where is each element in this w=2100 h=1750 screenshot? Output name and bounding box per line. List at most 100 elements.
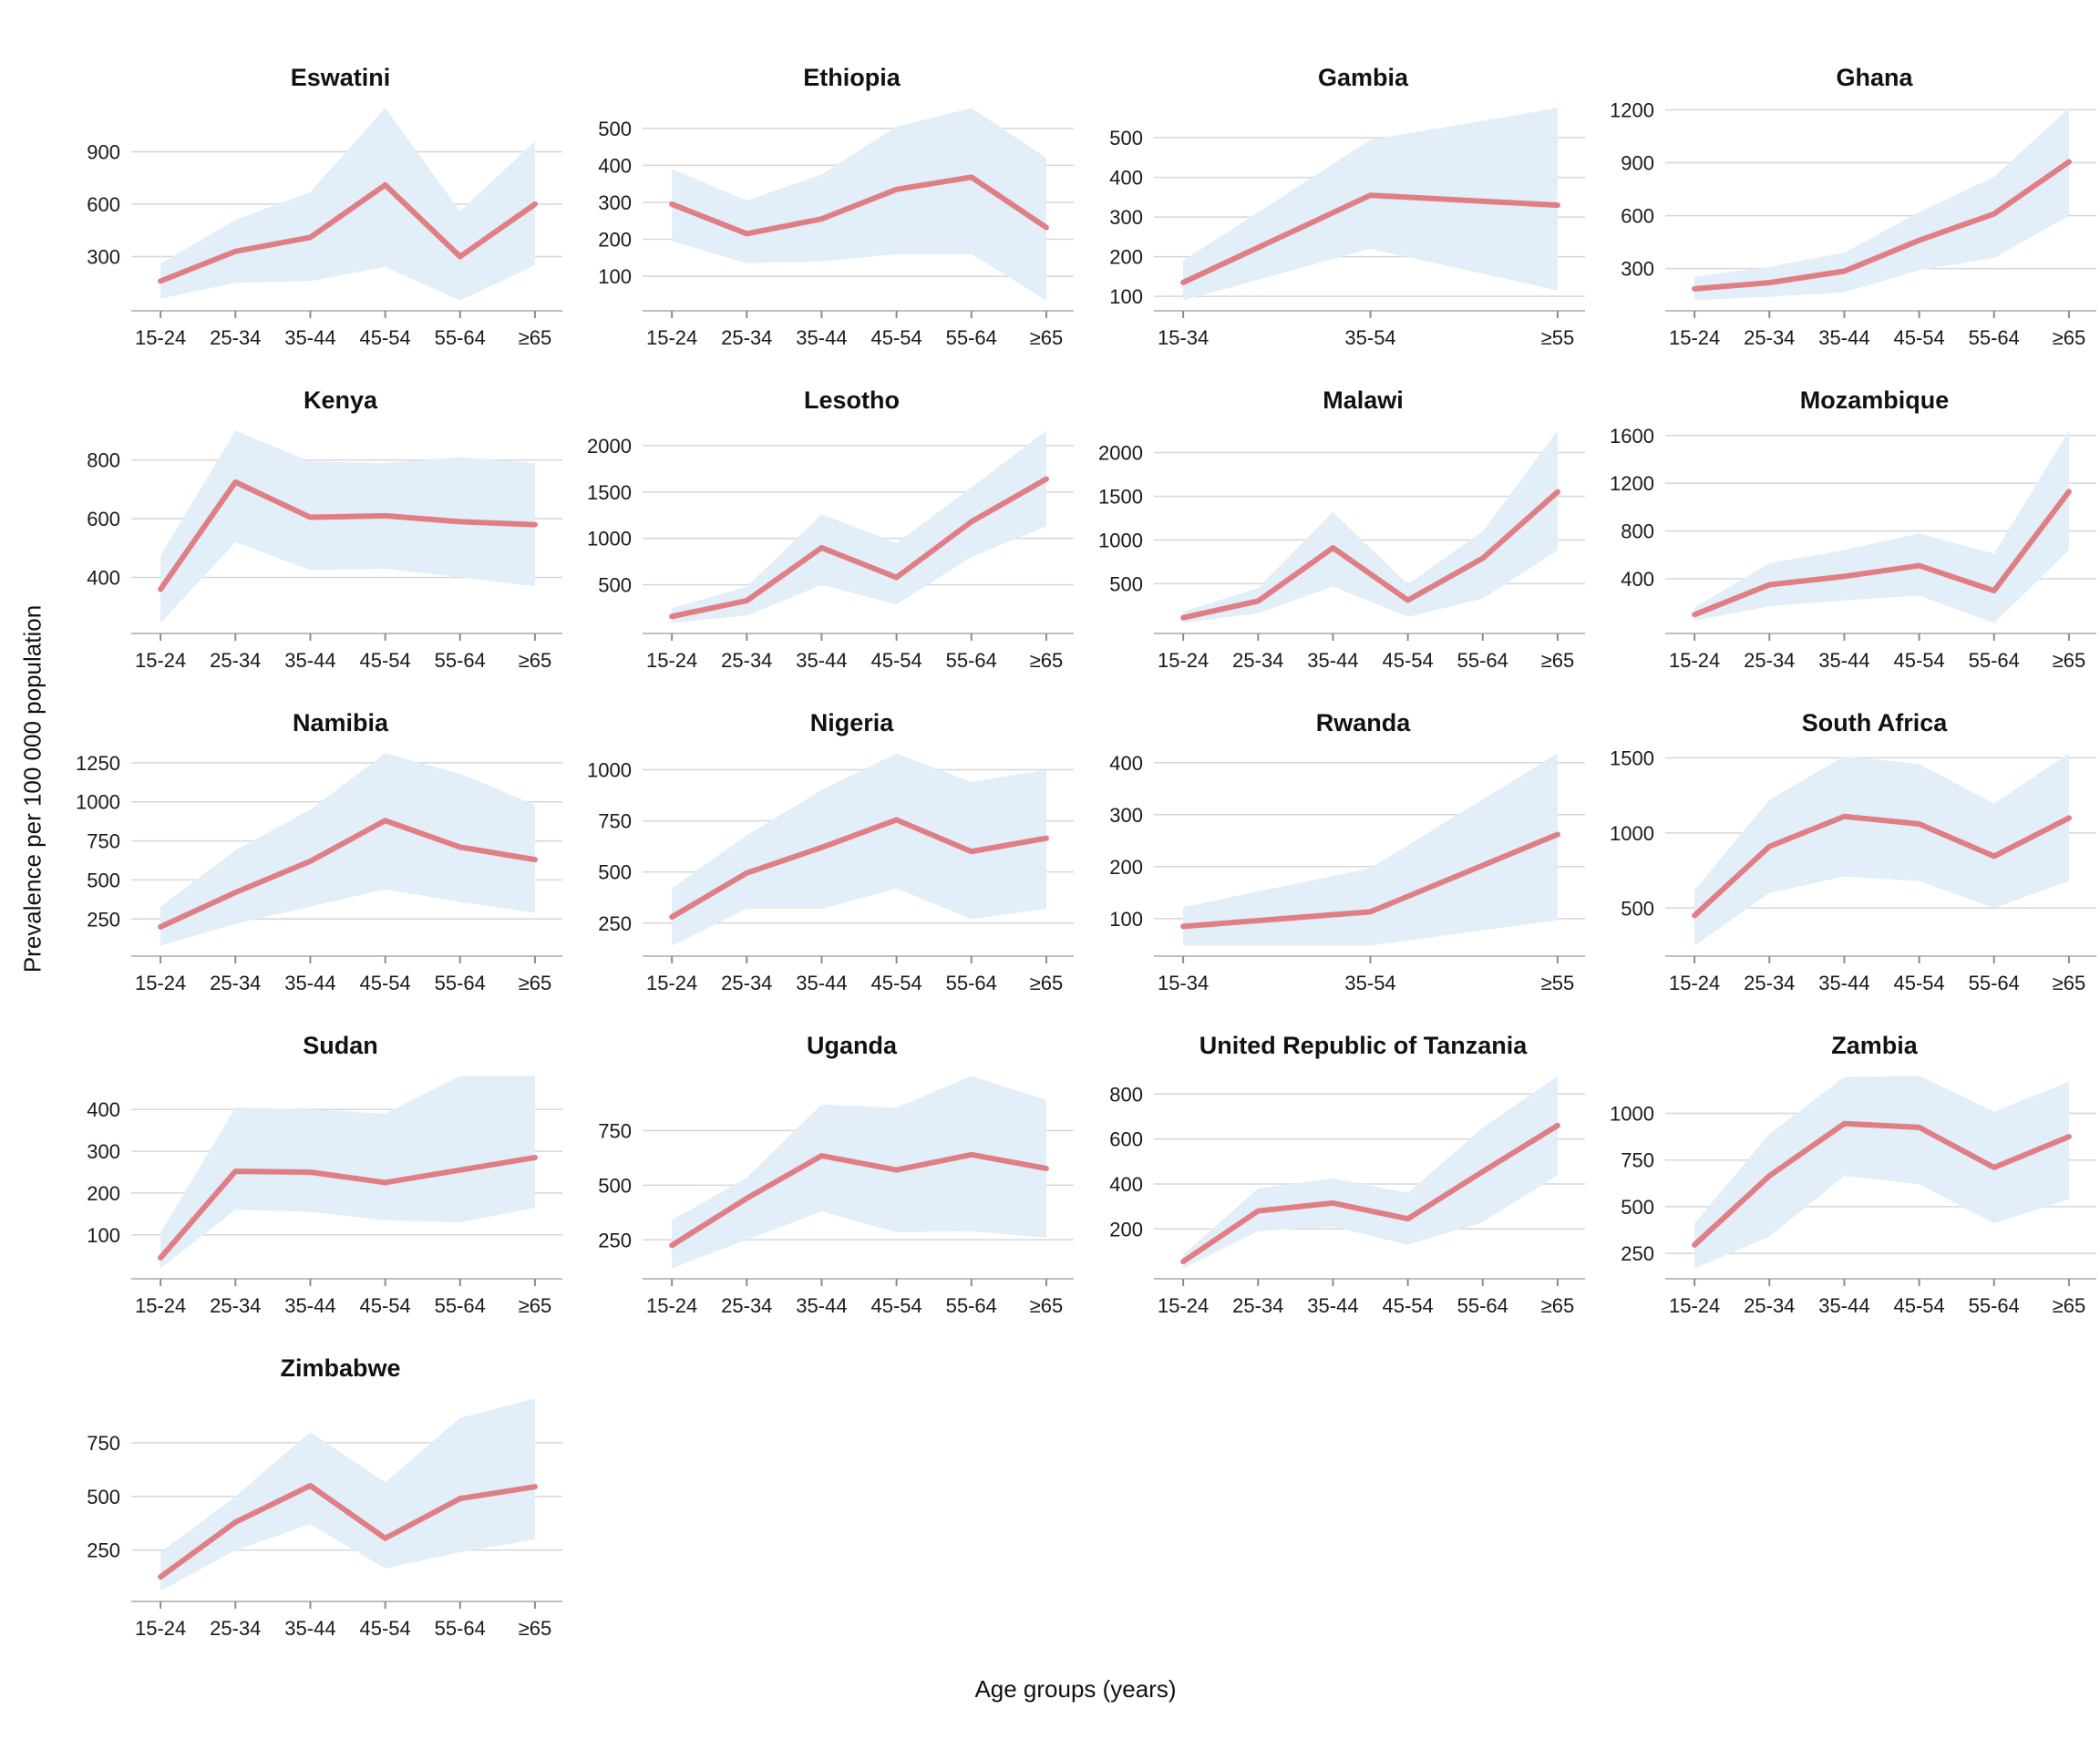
svg-text:≥65: ≥65 [1030,326,1064,349]
svg-text:25-34: 25-34 [210,649,261,672]
svg-text:15-24: 15-24 [1669,649,1720,672]
svg-text:750: 750 [598,810,632,833]
svg-text:≥65: ≥65 [519,649,552,672]
svg-text:750: 750 [87,830,120,853]
svg-text:2000: 2000 [1098,442,1143,465]
x-axis-label: Age groups (years) [974,1675,1177,1703]
svg-text:25-34: 25-34 [1744,1294,1795,1317]
svg-text:45-54: 45-54 [1382,1294,1433,1317]
panel-title: Gambia [1317,63,1409,91]
panel-plot: 250 500 750 15-24 25-34 35-44 45-54 55-64 ≥65 [598,1076,1074,1317]
panel-title: Ethiopia [803,63,901,91]
svg-text:400: 400 [598,154,632,177]
svg-text:200: 200 [1109,246,1143,269]
svg-text:15-24: 15-24 [646,326,697,349]
svg-text:25-34: 25-34 [210,326,261,349]
panel-title: Ghana [1836,63,1913,91]
svg-text:1250: 1250 [76,752,120,775]
svg-text:35-54: 35-54 [1344,326,1395,349]
svg-text:500: 500 [1109,127,1143,149]
svg-text:≥65: ≥65 [519,1617,552,1640]
svg-text:200: 200 [1109,856,1143,879]
panel-zambia: Zambia 250 500 750 1000 15-24 25-34 35-44 45-54… [1587,1003,2098,1325]
panel-title: Eswatini [290,63,391,91]
panel-title: United Republic of Tanzania [1199,1031,1528,1059]
panel-title: Sudan [303,1031,378,1059]
svg-text:400: 400 [87,567,120,590]
panel-ghana: Ghana 300 600 900 1200 15-24 25-34 35-44 45-54 5… [1587,35,2098,357]
panel-nigeria: Nigeria 250 500 750 1000 15-24 25-34 35-44 45-5… [564,680,1076,1003]
svg-text:100: 100 [598,265,632,288]
panel-zimbabwe: Zimbabwe 250 500 750 15-24 25-34 35-44 45-54 55… [53,1325,564,1648]
panel-plot: 100 200 300 400 15-34 35-54 ≥55 [1109,752,1585,994]
svg-text:400: 400 [1109,167,1143,190]
svg-text:35-44: 35-44 [284,326,335,349]
svg-text:300: 300 [1109,804,1143,827]
svg-text:500: 500 [598,118,632,140]
panel-plot: 500 1000 1500 2000 15-24 25-34 35-44 45-54 55-64… [1098,430,1585,672]
svg-text:35-44: 35-44 [1307,649,1358,672]
svg-text:400: 400 [1621,568,1654,591]
svg-text:15-24: 15-24 [135,1617,186,1640]
svg-text:15-24: 15-24 [1669,1294,1720,1317]
svg-text:400: 400 [1109,1173,1143,1196]
svg-text:600: 600 [1109,1128,1143,1151]
svg-text:55-64: 55-64 [1969,326,2020,349]
svg-text:45-54: 45-54 [870,972,921,994]
svg-text:500: 500 [87,869,120,891]
svg-text:800: 800 [1621,520,1654,543]
svg-text:45-54: 45-54 [359,649,410,672]
svg-text:100: 100 [87,1224,120,1247]
svg-text:1000: 1000 [76,791,120,814]
svg-text:15-24: 15-24 [1669,972,1720,994]
svg-text:15-24: 15-24 [135,1294,186,1317]
svg-text:25-34: 25-34 [210,1294,261,1317]
panel-title: South Africa [1801,708,1948,736]
svg-text:600: 600 [1621,205,1654,228]
panel-united-republic-of-tanzania: United Republic of Tanzania 200 400 600 800… [1076,1003,1587,1325]
svg-text:35-44: 35-44 [796,326,847,349]
panel-uganda: Uganda 250 500 750 15-24 25-34 35-44 45-54 55-6… [564,1003,1076,1325]
panel-plot: 300 600 900 1200 15-24 25-34 35-44 45-54 55-64 ≥6… [1610,98,2096,349]
svg-text:200: 200 [87,1182,120,1205]
svg-text:45-54: 45-54 [870,326,921,349]
svg-text:35-44: 35-44 [796,1294,847,1317]
svg-text:45-54: 45-54 [870,1294,921,1317]
svg-text:1500: 1500 [587,481,632,504]
panel-title: Rwanda [1315,708,1411,736]
svg-text:15-34: 15-34 [1158,326,1209,349]
panel-plot: 400 800 1200 1600 15-24 25-34 35-44 45-54 55-64 ≥… [1610,425,2096,672]
svg-text:≥65: ≥65 [1541,1294,1575,1317]
svg-text:≥65: ≥65 [1030,972,1064,994]
panel-title: Zimbabwe [280,1354,401,1382]
svg-text:400: 400 [87,1098,120,1121]
panel-plot: 100 200 300 400 500 15-34 35-54 ≥55 [1109,108,1585,349]
svg-text:45-54: 45-54 [870,649,921,672]
svg-text:35-44: 35-44 [796,649,847,672]
svg-text:250: 250 [598,912,632,935]
panel-plot: 500 1000 1500 15-24 25-34 35-44 45-54 55-64 ≥65 [1610,746,2096,994]
svg-text:15-24: 15-24 [1158,649,1209,672]
svg-text:1200: 1200 [1610,98,1654,121]
svg-text:800: 800 [1109,1083,1143,1106]
panel-lesotho: Lesotho 500 1000 1500 2000 15-24 25-34 35-44 45… [564,357,1076,680]
svg-text:25-34: 25-34 [721,326,772,349]
panel-title: Uganda [806,1031,897,1059]
svg-text:≥65: ≥65 [1541,649,1575,672]
svg-text:≥65: ≥65 [2053,649,2086,672]
svg-text:55-64: 55-64 [946,649,997,672]
svg-text:35-44: 35-44 [284,972,335,994]
svg-text:250: 250 [598,1229,632,1251]
svg-text:1500: 1500 [1610,746,1654,769]
svg-text:100: 100 [1109,285,1143,308]
svg-text:55-64: 55-64 [1457,1294,1508,1317]
panel-eswatini: Eswatini 300 600 900 15-24 25-34 35-44 45-54 55… [53,35,564,357]
svg-text:≥65: ≥65 [519,1294,552,1317]
svg-text:300: 300 [87,246,120,269]
svg-text:300: 300 [1109,206,1143,229]
panel-sudan: Sudan 100 200 300 400 15-24 25-34 35-44 45-54 55… [53,1003,564,1325]
svg-text:55-64: 55-64 [1969,1294,2020,1317]
panel-plot: 250 500 750 1000 15-24 25-34 35-44 45-54 55-64 ≥6… [1610,1076,2096,1317]
panel-plot: 100 200 300 400 15-24 25-34 35-44 45-54 55-64 ≥65 [87,1076,562,1317]
svg-text:900: 900 [87,140,120,163]
